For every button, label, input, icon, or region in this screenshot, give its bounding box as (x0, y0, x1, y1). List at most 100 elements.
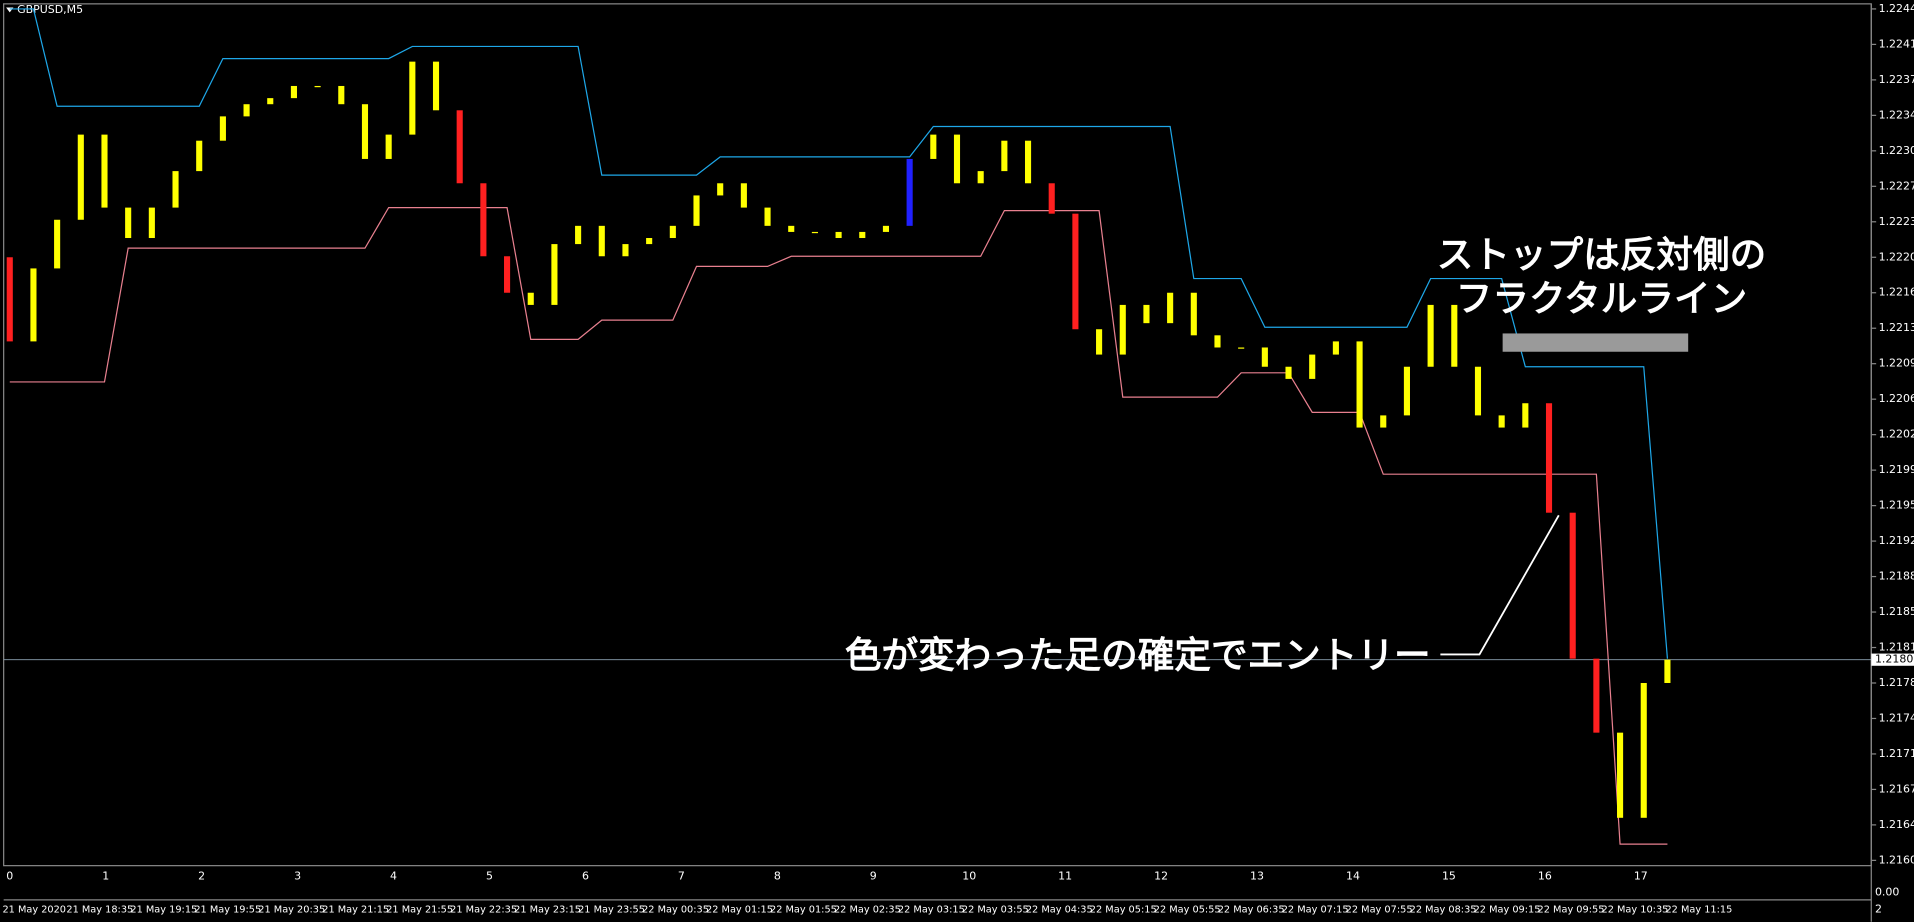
candle (1096, 329, 1103, 355)
y-tick-label: 1.21780 (1879, 676, 1914, 689)
time-label: 22 May 02:35 (834, 905, 901, 916)
annotation: ストップは反対側の (1437, 233, 1767, 276)
time-label: 21 May 21:55 (386, 905, 453, 916)
candle (1498, 415, 1505, 428)
candle (1072, 213, 1079, 330)
time-label: 22 May 00:35 (642, 905, 709, 916)
candle (1261, 347, 1268, 367)
annotation: フラクタルライン (1456, 277, 1747, 320)
candle (1143, 304, 1150, 324)
candle (1664, 659, 1671, 683)
y-tick-label: 1.22375 (1879, 73, 1914, 86)
index-label: 6 (582, 870, 589, 883)
candle (1474, 366, 1482, 416)
index-label: 3 (294, 870, 301, 883)
candle (1285, 366, 1292, 379)
candle (30, 268, 37, 342)
y-tick-label: 1.22060 (1879, 392, 1914, 405)
y-tick-label: 1.22340 (1879, 108, 1914, 121)
time-label: 22 May 11:15 (1665, 905, 1732, 916)
candle (243, 104, 250, 117)
candle (953, 134, 961, 184)
y-tick-label: 1.22200 (1879, 250, 1914, 263)
candle (338, 85, 345, 105)
y-tick-label: 1.22025 (1879, 428, 1914, 441)
candle (1309, 354, 1316, 379)
candle (480, 183, 487, 257)
candle (646, 238, 653, 245)
annotation: 色が変わった足の確定でエントリー (845, 633, 1431, 676)
time-label: 22 May 05:15 (1090, 905, 1157, 916)
fractal-line (9, 8, 1669, 659)
index-label: 2 (198, 870, 205, 883)
index-label: 10 (962, 870, 976, 883)
candle (835, 231, 842, 239)
candle (1119, 304, 1126, 355)
candle (1569, 512, 1576, 659)
time-label: 22 May 01:15 (706, 905, 773, 916)
y-tick-label: 1.21955 (1879, 499, 1914, 512)
time-label: 22 May 04:35 (1026, 905, 1093, 916)
candle (54, 219, 61, 269)
time-label: 22 May 07:15 (1282, 905, 1349, 916)
index-label: 11 (1058, 870, 1072, 883)
candle (1640, 682, 1647, 818)
candle (101, 134, 108, 208)
candle (314, 85, 321, 88)
candle (788, 225, 795, 232)
y-tick-label: 1.21675 (1879, 782, 1914, 795)
candle (148, 207, 155, 239)
time-label: 21 May 19:55 (194, 905, 261, 916)
candle (267, 98, 274, 105)
time-label: 22 May 09:15 (1474, 905, 1541, 916)
time-label: 22 May 01:55 (770, 905, 837, 916)
candle (1545, 403, 1553, 513)
y-tick-label: 1.22235 (1879, 215, 1914, 228)
y-tick-label: 1.22445 (1879, 2, 1914, 15)
y-tick-label: 1.21605 (1879, 853, 1914, 866)
y-tick-label: 1.22165 (1879, 286, 1914, 299)
candle (859, 231, 866, 239)
index-label: 17 (1634, 870, 1648, 883)
y-tick-label: 1.21745 (1879, 711, 1914, 724)
candle (1001, 140, 1008, 172)
candle (504, 256, 511, 293)
candle (764, 207, 771, 226)
time-label: 22 May 08:35 (1410, 905, 1477, 916)
candle (456, 110, 463, 184)
candle (196, 140, 203, 172)
highlight-box (1502, 333, 1689, 352)
index-label: 0 (6, 870, 13, 883)
candle (1238, 347, 1245, 349)
index-label: 13 (1250, 870, 1264, 883)
index-label: 15 (1442, 870, 1456, 883)
candle (1332, 341, 1339, 355)
time-label: 22 May 05:55 (1154, 905, 1221, 916)
y-tick-label: 1.21640 (1879, 818, 1914, 831)
time-label: 21 May 18:35 (66, 905, 133, 916)
candle (622, 244, 629, 257)
candle (1048, 183, 1055, 214)
sub-tick-label: 2 (1875, 903, 1882, 916)
index-label: 4 (390, 870, 397, 883)
candle (219, 116, 226, 141)
marks (3, 8, 1872, 845)
candle (1451, 304, 1458, 367)
time-label: 21 May 21:15 (322, 905, 389, 916)
candle (930, 134, 937, 159)
time-label: 21 May 23:15 (514, 905, 581, 916)
candle (551, 244, 558, 305)
candle (669, 225, 676, 239)
y-tick-label: 1.21885 (1879, 570, 1914, 583)
candle (906, 158, 913, 226)
candle (1214, 335, 1221, 348)
candle (1356, 341, 1363, 428)
time-label: 22 May 07:55 (1346, 905, 1413, 916)
time-label: 21 May 22:35 (450, 905, 517, 916)
candle (717, 183, 724, 196)
y-tick-label: 1.22270 (1879, 179, 1914, 192)
candle (172, 171, 179, 208)
y-tick-label: 1.22095 (1879, 357, 1914, 370)
